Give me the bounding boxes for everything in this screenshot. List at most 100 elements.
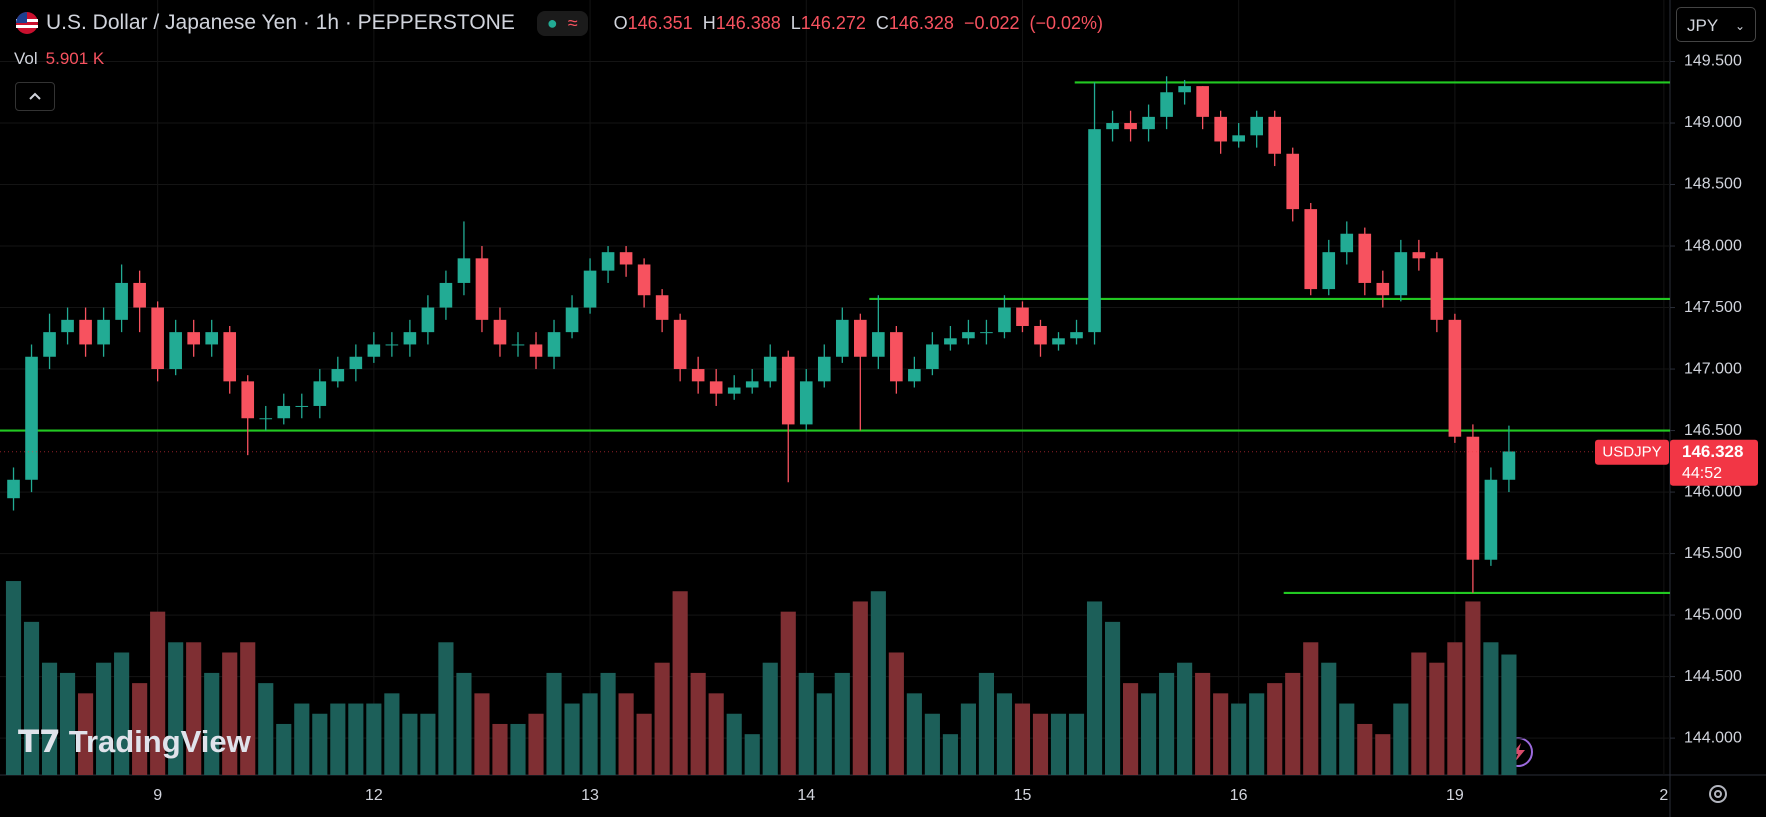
volume-bar: [1141, 693, 1157, 775]
candle-body: [1088, 129, 1101, 333]
candle-body: [1232, 135, 1245, 142]
candle-body: [439, 282, 453, 308]
volume-title: Vol: [14, 49, 38, 68]
candle-body: [565, 307, 579, 333]
x-tick-label: 15: [1014, 787, 1032, 804]
candle-body: [1448, 319, 1462, 437]
volume-bar: [384, 693, 400, 775]
volume-bar: [1213, 693, 1229, 775]
candle-body: [1502, 451, 1516, 480]
volume-bar: [1465, 601, 1481, 775]
candle-body: [1052, 338, 1065, 345]
volume-bar: [1177, 662, 1193, 775]
candle-body: [673, 319, 687, 370]
symbol-title[interactable]: U.S. Dollar / Japanese Yen · 1h · PEPPER…: [46, 11, 515, 34]
candle-body: [1070, 332, 1083, 339]
volume-bar: [150, 611, 166, 775]
volume-bar: [564, 703, 580, 775]
candle-body: [944, 338, 957, 345]
brand-name: TradingView: [68, 724, 251, 759]
volume-bar: [762, 662, 778, 775]
candle-body: [151, 307, 164, 370]
candle-body: [1268, 116, 1282, 154]
volume-bar: [78, 693, 94, 775]
candle-body: [1250, 116, 1263, 136]
candle-body: [619, 252, 633, 265]
volume-bar: [996, 693, 1013, 775]
candle-body: [511, 344, 525, 346]
collapse-button[interactable]: [15, 82, 55, 111]
candle-body: [1322, 252, 1336, 290]
ohlc-close: C146.328: [875, 12, 954, 33]
candle-body: [1034, 325, 1047, 345]
candle-body: [1340, 233, 1354, 253]
volume-bar: [258, 683, 274, 775]
volume-bar: [618, 693, 634, 775]
candle-body: [637, 264, 651, 296]
volume-bar: [582, 693, 598, 775]
x-tick-label: 16: [1230, 787, 1248, 804]
volume-bar: [1285, 672, 1301, 775]
volume-bar: [204, 672, 220, 775]
volume-bar: [96, 662, 112, 775]
volume-bar: [23, 621, 40, 775]
y-tick-label: 149.500: [1684, 53, 1742, 70]
candle-body: [1160, 92, 1173, 117]
settings-button[interactable]: [1709, 785, 1727, 803]
candle-body: [998, 307, 1011, 333]
volume-bar: [1032, 713, 1049, 775]
y-tick-label: 145.500: [1684, 545, 1742, 562]
brand-logo[interactable]: 𝗧𝟳 TradingView: [18, 724, 251, 759]
candle-body: [367, 344, 381, 357]
status-pill[interactable]: ● ≈: [536, 10, 588, 36]
currency-label: JPY: [1687, 16, 1719, 35]
flag-icon: [16, 12, 38, 34]
volume-bar: [294, 703, 310, 775]
volume-bar: [1267, 683, 1283, 775]
volume-bar: [1447, 642, 1463, 775]
candle-body: [349, 356, 363, 370]
candle-body: [529, 344, 543, 357]
volume-bar: [492, 723, 508, 775]
volume-bar: [1321, 662, 1337, 775]
candle-body: [43, 332, 56, 357]
volume-bar: [1014, 703, 1031, 775]
y-tick-label: 148.500: [1684, 176, 1742, 193]
y-tick-label: 147.500: [1684, 299, 1742, 316]
x-tick-label: 2: [1659, 787, 1668, 804]
volume-bar: [1068, 713, 1085, 775]
candle-body: [61, 319, 74, 333]
volume-bar: [222, 652, 238, 775]
volume-bar: [1357, 723, 1373, 775]
change: −0.022: [963, 12, 1020, 33]
candle-body: [709, 381, 723, 394]
volume-bar: [474, 693, 490, 775]
ohlc-low: L146.272: [790, 12, 866, 33]
change-percent: (−0.02%): [1029, 12, 1104, 33]
volume-bar: [780, 611, 796, 775]
volume-bar: [1195, 672, 1211, 775]
candle-body: [1142, 116, 1155, 130]
y-tick-label: 149.000: [1684, 114, 1742, 131]
candle-body: [1430, 258, 1444, 320]
y-tick-label: 146.500: [1684, 422, 1742, 439]
candle-body: [493, 319, 507, 345]
candle-body: [1376, 282, 1390, 296]
volume-bar: [1429, 662, 1445, 775]
x-tick-label: 9: [153, 787, 162, 804]
candle-body: [1412, 252, 1426, 259]
candle-body: [601, 252, 615, 271]
volume-bar: [330, 703, 346, 775]
candle-body: [421, 307, 435, 333]
candle-body: [890, 332, 903, 382]
volume-bar: [600, 672, 616, 775]
candle-body: [187, 332, 200, 345]
volume-bar: [348, 703, 364, 775]
volume-layer: [5, 581, 1517, 775]
volume-bar: [1303, 642, 1319, 775]
candle-body: [691, 369, 705, 382]
volume-bar: [366, 703, 382, 775]
y-tick-label: 144.500: [1684, 668, 1742, 685]
currency-dropdown[interactable]: JPY ⌄: [1676, 7, 1756, 42]
